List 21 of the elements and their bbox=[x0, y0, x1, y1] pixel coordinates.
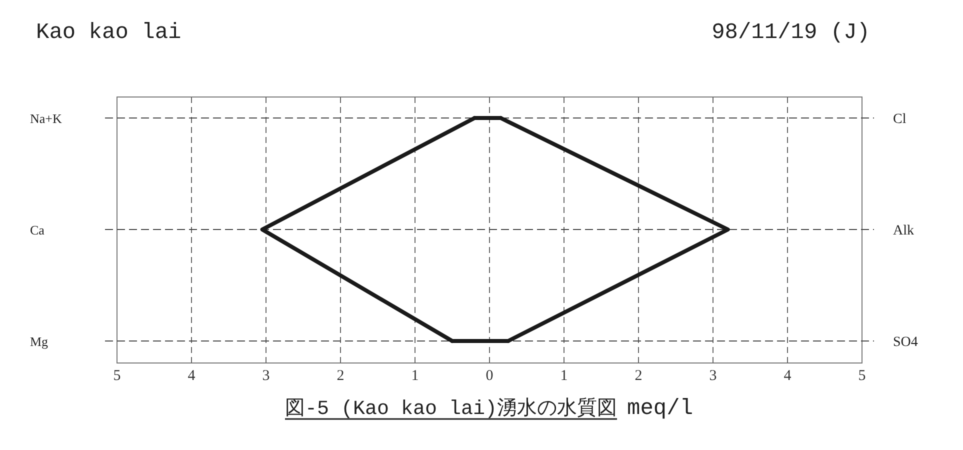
x-axis-title: meq/l bbox=[627, 396, 694, 421]
x-tick-label: 4 bbox=[784, 368, 792, 384]
y2-tick-label: SO4 bbox=[893, 335, 918, 350]
y-tick-label: Mg bbox=[30, 334, 49, 349]
x-tick-label: 2 bbox=[336, 368, 344, 384]
x-tick-label: 4 bbox=[188, 368, 196, 384]
y-tick-label: Na+K bbox=[30, 111, 62, 126]
y2-tick-label: Cl bbox=[893, 112, 906, 127]
chart-subtitle: 98/11/19 (J) bbox=[712, 20, 870, 45]
x-tick-label: 1 bbox=[560, 368, 568, 384]
x-tick-label: 5 bbox=[858, 368, 866, 384]
x-tick-label: 3 bbox=[262, 368, 270, 384]
text: 図-5 (Kao kao lai)湧水の水質図 bbox=[285, 397, 618, 421]
y-tick-label: Ca bbox=[30, 222, 45, 238]
y2-tick-label: Alk bbox=[893, 224, 914, 238]
x-tick-label: 3 bbox=[709, 368, 717, 384]
x-tick-label: 1 bbox=[411, 368, 419, 384]
x-tick-label: 0 bbox=[486, 368, 494, 384]
x-tick-label: 5 bbox=[113, 368, 121, 384]
chart-title: Kao kao lai bbox=[36, 20, 182, 45]
x-tick-label: 2 bbox=[634, 368, 642, 384]
